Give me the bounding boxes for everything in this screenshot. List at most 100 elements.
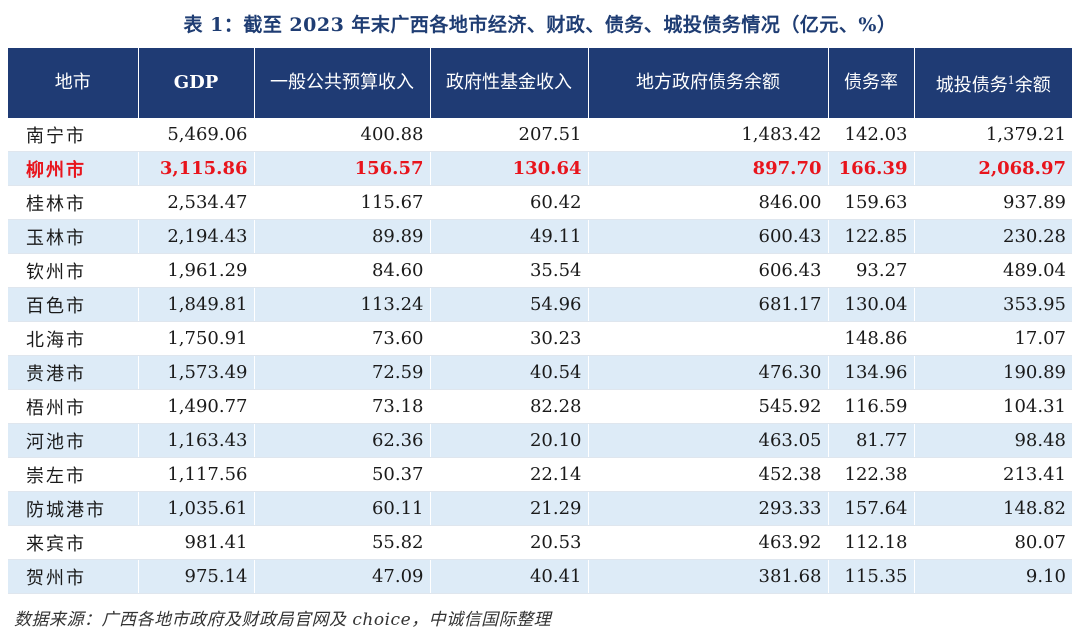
cell-ratio: 122.85	[828, 219, 915, 254]
cell-city: 梧州市	[8, 389, 139, 424]
cell-gdp: 1,117.56	[138, 457, 255, 492]
cell-lgfv: 937.89	[914, 185, 1072, 220]
cell-budget: 62.36	[254, 423, 431, 458]
cell-debt: 463.05	[588, 423, 829, 458]
cell-gdp: 1,750.91	[138, 321, 255, 356]
cell-city: 钦州市	[8, 253, 139, 288]
cell-city: 贵港市	[8, 355, 139, 390]
cell-debt: 606.43	[588, 253, 829, 288]
cell-fund: 54.96	[430, 287, 589, 322]
column-header-debt-balance: 地方政府债务余额	[588, 48, 829, 118]
cell-lgfv: 353.95	[914, 287, 1072, 322]
cell-fund: 207.51	[430, 118, 589, 152]
cell-city: 崇左市	[8, 457, 139, 492]
table-row: 钦州市 1,961.29 84.60 35.54 606.43 93.27 48…	[8, 253, 1072, 288]
cell-fund: 40.54	[430, 355, 589, 390]
cell-debt: 600.43	[588, 219, 829, 254]
cell-fund: 82.28	[430, 389, 589, 424]
cell-ratio: 116.59	[828, 389, 915, 424]
cell-lgfv: 489.04	[914, 253, 1072, 288]
column-header-debt-ratio: 债务率	[828, 48, 915, 118]
table-row: 北海市 1,750.91 73.60 30.23 148.86 17.07	[8, 321, 1072, 356]
table-row: 柳州市 3,115.86 156.57 130.64 897.70 166.39…	[8, 151, 1072, 186]
cell-city: 来宾市	[8, 525, 139, 560]
cell-lgfv: 104.31	[914, 389, 1072, 424]
data-table: 地市 GDP 一般公共预算收入 政府性基金收入 地方政府债务余额 债务率 城投债…	[8, 48, 1072, 594]
cell-budget: 60.11	[254, 491, 431, 526]
column-header-city: 地市	[8, 48, 139, 118]
cell-budget: 156.57	[254, 151, 431, 186]
cell-budget: 72.59	[254, 355, 431, 390]
table-row: 崇左市 1,117.56 50.37 22.14 452.38 122.38 2…	[8, 457, 1072, 492]
column-header-fund-revenue: 政府性基金收入	[430, 48, 589, 118]
table-row: 玉林市 2,194.43 89.89 49.11 600.43 122.85 2…	[8, 219, 1072, 254]
cell-ratio: 159.63	[828, 185, 915, 220]
cell-budget: 55.82	[254, 525, 431, 560]
cell-fund: 20.53	[430, 525, 589, 560]
cell-ratio: 122.38	[828, 457, 915, 492]
cell-debt: 381.68	[588, 559, 829, 594]
cell-fund: 35.54	[430, 253, 589, 288]
source-note: 数据来源：广西各地市政府及财政局官网及 choice，中诚信国际整理	[14, 610, 552, 630]
table-row: 梧州市 1,490.77 73.18 82.28 545.92 116.59 1…	[8, 389, 1072, 424]
lgfv-header-prefix: 城投债务	[935, 74, 1008, 96]
table-row: 贵港市 1,573.49 72.59 40.54 476.30 134.96 1…	[8, 355, 1072, 390]
cell-ratio: 148.86	[828, 321, 915, 356]
cell-debt: 897.70	[588, 151, 829, 186]
table-row: 百色市 1,849.81 113.24 54.96 681.17 130.04 …	[8, 287, 1072, 322]
cell-gdp: 1,035.61	[138, 491, 255, 526]
cell-fund: 49.11	[430, 219, 589, 254]
cell-fund: 30.23	[430, 321, 589, 356]
cell-city: 北海市	[8, 321, 139, 356]
cell-city: 河池市	[8, 423, 139, 458]
cell-ratio: 130.04	[828, 287, 915, 322]
cell-gdp: 3,115.86	[138, 151, 255, 186]
cell-gdp: 975.14	[138, 559, 255, 594]
cell-gdp: 981.41	[138, 525, 255, 560]
cell-city: 柳州市	[8, 151, 139, 186]
lgfv-header-suffix: 余额	[1014, 74, 1051, 96]
cell-budget: 89.89	[254, 219, 431, 254]
cell-city: 贺州市	[8, 559, 139, 594]
cell-ratio: 134.96	[828, 355, 915, 390]
table-row: 贺州市 975.14 47.09 40.41 381.68 115.35 9.1…	[8, 559, 1072, 594]
table-row: 南宁市 5,469.06 400.88 207.51 1,483.42 142.…	[8, 118, 1072, 152]
table-title: 表 1：截至 2023 年末广西各地市经济、财政、债务、城投债务情况（亿元、%）	[183, 14, 897, 36]
cell-lgfv: 213.41	[914, 457, 1072, 492]
cell-lgfv: 17.07	[914, 321, 1072, 356]
column-header-budget-revenue: 一般公共预算收入	[254, 48, 431, 118]
cell-fund: 60.42	[430, 185, 589, 220]
cell-ratio: 166.39	[828, 151, 915, 186]
cell-budget: 47.09	[254, 559, 431, 594]
cell-budget: 400.88	[254, 118, 431, 152]
column-header-gdp: GDP	[138, 48, 255, 118]
cell-debt: 476.30	[588, 355, 829, 390]
table-row: 桂林市 2,534.47 115.67 60.42 846.00 159.63 …	[8, 185, 1072, 220]
cell-gdp: 1,849.81	[138, 287, 255, 322]
cell-gdp: 5,469.06	[138, 118, 255, 152]
header-row: 地市 GDP 一般公共预算收入 政府性基金收入 地方政府债务余额 债务率 城投债…	[8, 48, 1072, 118]
cell-fund: 130.64	[430, 151, 589, 186]
cell-lgfv: 230.28	[914, 219, 1072, 254]
table-row: 河池市 1,163.43 62.36 20.10 463.05 81.77 98…	[8, 423, 1072, 458]
cell-gdp: 1,163.43	[138, 423, 255, 458]
cell-ratio: 81.77	[828, 423, 915, 458]
cell-gdp: 1,961.29	[138, 253, 255, 288]
cell-city: 玉林市	[8, 219, 139, 254]
cell-budget: 115.67	[254, 185, 431, 220]
cell-debt: 681.17	[588, 287, 829, 322]
cell-debt: 1,483.42	[588, 118, 829, 152]
cell-lgfv: 98.48	[914, 423, 1072, 458]
cell-lgfv: 1,379.21	[914, 118, 1072, 152]
lgfv-header-footnote: 1	[1007, 73, 1015, 87]
cell-budget: 50.37	[254, 457, 431, 492]
cell-debt: 846.00	[588, 185, 829, 220]
cell-fund: 21.29	[430, 491, 589, 526]
cell-fund: 20.10	[430, 423, 589, 458]
cell-debt: 463.92	[588, 525, 829, 560]
cell-city: 百色市	[8, 287, 139, 322]
cell-debt: 293.33	[588, 491, 829, 526]
cell-ratio: 112.18	[828, 525, 915, 560]
cell-fund: 40.41	[430, 559, 589, 594]
cell-lgfv: 2,068.97	[914, 151, 1072, 186]
